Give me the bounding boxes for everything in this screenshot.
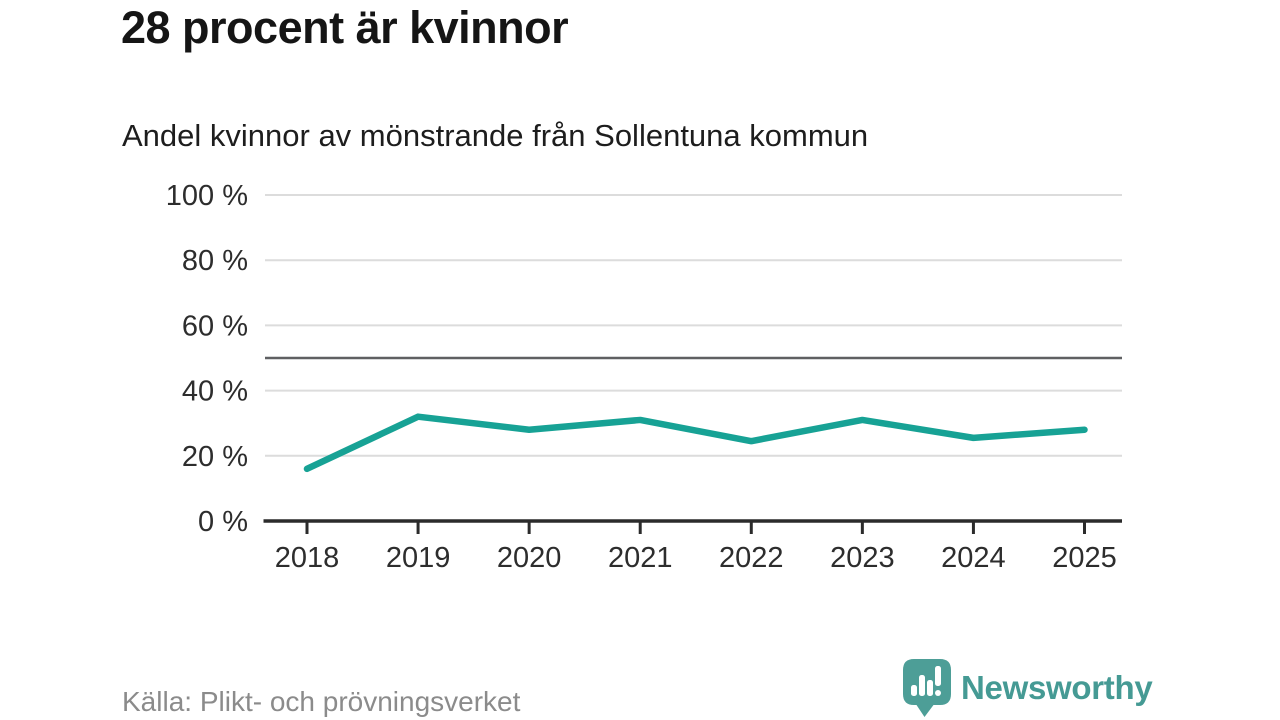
x-tick-label: 2018 — [275, 542, 340, 574]
x-tick-label: 2020 — [497, 542, 562, 574]
y-tick-label: 100 % — [166, 180, 248, 212]
x-tick-label: 2022 — [719, 542, 784, 574]
x-tick-label: 2019 — [386, 542, 451, 574]
y-tick-label: 60 % — [182, 310, 248, 342]
y-tick-label: 40 % — [182, 376, 248, 408]
y-tick-label: 20 % — [182, 441, 248, 473]
newsworthy-chart-bubble-icon — [903, 659, 951, 717]
data-line — [303, 413, 1088, 473]
x-tick-label: 2023 — [830, 542, 895, 574]
chart-subtitle: Andel kvinnor av mönstrande från Sollent… — [122, 118, 869, 153]
newsworthy-wordmark: Newsworthy — [961, 669, 1153, 706]
x-tick-label: 2021 — [608, 542, 673, 574]
chart-title: 28 procent är kvinnor — [121, 2, 569, 53]
line-chart: 0 % 20 % 40 % 60 % 80 % 100 % 2018 2019 2020 2021… — [166, 180, 1122, 574]
newsworthy-logo: Newsworthy — [903, 659, 1153, 717]
y-tick-label: 80 % — [182, 245, 248, 277]
x-tick-label: 2024 — [941, 542, 1006, 574]
x-tick-label: 2025 — [1052, 542, 1117, 574]
y-tick-label: 0 % — [198, 506, 248, 538]
source-note: Källa: Plikt- och prövningsverket — [122, 686, 521, 717]
